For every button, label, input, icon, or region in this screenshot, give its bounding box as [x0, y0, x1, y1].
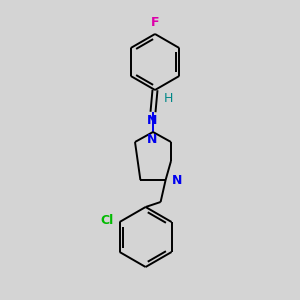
Text: Cl: Cl: [100, 214, 114, 226]
Text: H: H: [164, 92, 173, 104]
Text: N: N: [172, 173, 182, 187]
Text: N: N: [147, 114, 157, 127]
Text: F: F: [151, 16, 159, 29]
Text: N: N: [147, 133, 157, 146]
